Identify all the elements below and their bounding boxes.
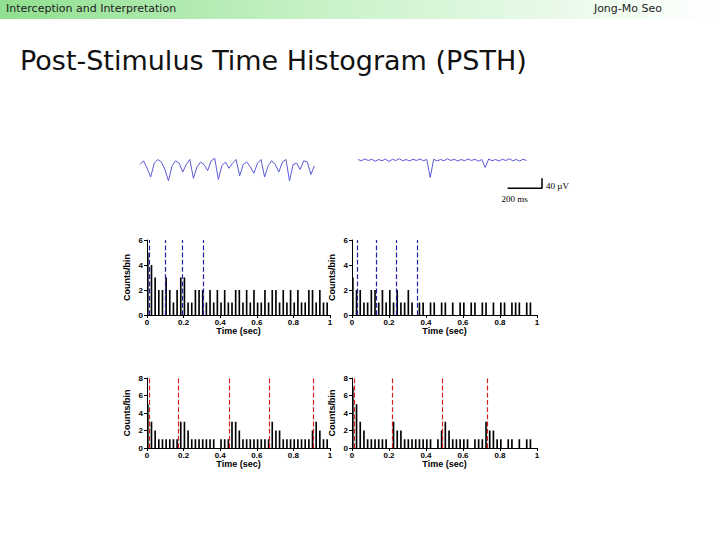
- svg-text:4: 4: [139, 409, 144, 418]
- svg-text:6: 6: [139, 236, 144, 245]
- svg-text:Counts/bin: Counts/bin: [122, 254, 132, 301]
- svg-text:0.4: 0.4: [215, 451, 227, 460]
- svg-text:0.6: 0.6: [251, 318, 263, 327]
- svg-text:0: 0: [344, 444, 349, 453]
- svg-text:0.2: 0.2: [383, 451, 395, 460]
- svg-text:0: 0: [350, 451, 355, 460]
- svg-text:1: 1: [328, 451, 333, 460]
- svg-text:1: 1: [535, 451, 540, 460]
- svg-text:Counts/bin: Counts/bin: [327, 254, 337, 301]
- svg-text:0.6: 0.6: [457, 318, 469, 327]
- html-text:Interception and Interpretatio: Interception and Interpretation: [6, 2, 177, 15]
- svg-text:0.6: 0.6: [251, 451, 263, 460]
- svg-text:0.2: 0.2: [178, 318, 190, 327]
- svg-text:4: 4: [344, 409, 349, 418]
- svg-text:6: 6: [139, 391, 144, 400]
- svg-text:Time (sec): Time (sec): [216, 326, 260, 336]
- svg-text:6: 6: [344, 391, 349, 400]
- svg-text:Time (sec): Time (sec): [422, 459, 466, 469]
- svg-text:4: 4: [139, 261, 144, 270]
- svg-text:2: 2: [139, 286, 144, 295]
- svg-text:Time (sec): Time (sec): [216, 459, 260, 469]
- svg-text:0.4: 0.4: [215, 318, 227, 327]
- svg-text:0: 0: [139, 444, 144, 453]
- svg-text:200 ms: 200 ms: [502, 194, 529, 204]
- svg-text:Counts/bin: Counts/bin: [122, 390, 132, 437]
- svg-text:0: 0: [139, 311, 144, 320]
- svg-text:0.8: 0.8: [494, 451, 506, 460]
- svg-text:4: 4: [344, 261, 349, 270]
- svg-text:0.8: 0.8: [494, 318, 506, 327]
- svg-text:2: 2: [344, 286, 349, 295]
- svg-text:8: 8: [139, 374, 144, 383]
- svg-text:6: 6: [344, 236, 349, 245]
- svg-text:2: 2: [139, 426, 144, 435]
- svg-text:1: 1: [535, 318, 540, 327]
- html-text:Jong-Mo Seo: Jong-Mo Seo: [593, 2, 662, 15]
- svg-text:0: 0: [145, 318, 150, 327]
- svg-text:2: 2: [344, 426, 349, 435]
- svg-text:0.8: 0.8: [288, 318, 300, 327]
- svg-text:0: 0: [145, 451, 150, 460]
- svg-text:1: 1: [328, 318, 333, 327]
- svg-text:0.4: 0.4: [420, 318, 432, 327]
- svg-text:0: 0: [350, 318, 355, 327]
- svg-text:0.8: 0.8: [288, 451, 300, 460]
- svg-text:Counts/bin: Counts/bin: [327, 390, 337, 437]
- svg-text:0.2: 0.2: [178, 451, 190, 460]
- svg-text:0.4: 0.4: [420, 451, 432, 460]
- svg-text:Time (sec): Time (sec): [422, 326, 466, 336]
- svg-text:0.2: 0.2: [383, 318, 395, 327]
- svg-text:8: 8: [344, 374, 349, 383]
- svg-text:0: 0: [344, 311, 349, 320]
- svg-text:0.6: 0.6: [457, 451, 469, 460]
- svg-text:40 µV: 40 µV: [546, 181, 569, 191]
- html-text:Post-Stimulus Time Histogram (: Post-Stimulus Time Histogram (PSTH): [20, 45, 527, 76]
